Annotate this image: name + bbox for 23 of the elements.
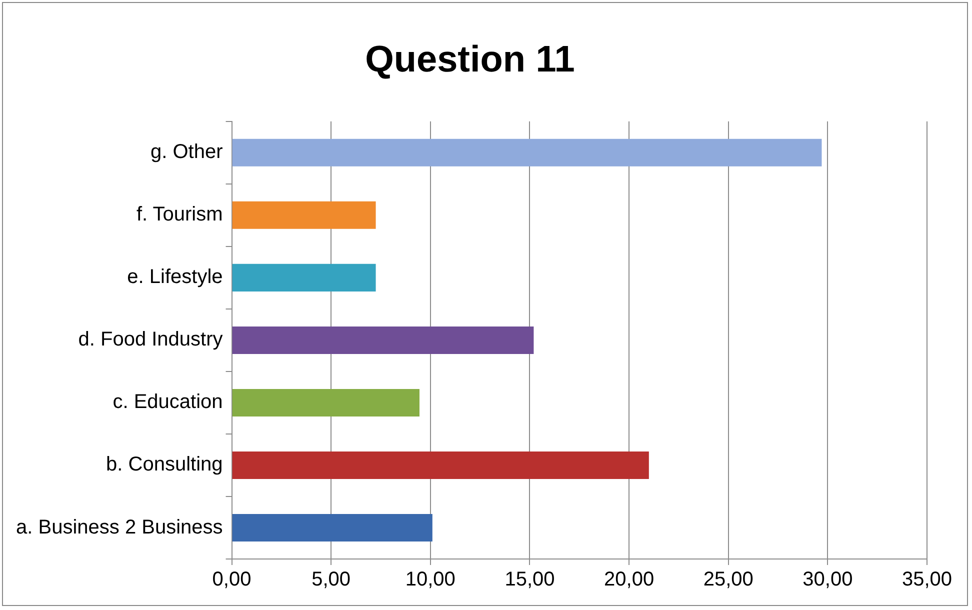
- bar: [232, 264, 376, 292]
- x-tick-label: 25,00: [703, 568, 754, 591]
- x-tick-label: 20,00: [604, 568, 654, 591]
- bar: [232, 514, 432, 542]
- x-tick-label: 15,00: [504, 568, 555, 591]
- y-tick-label: f. Tourism: [136, 204, 223, 226]
- chart-title: Question 11: [365, 38, 575, 80]
- y-tick-label: e. Lifestyle: [127, 266, 223, 288]
- x-tick-label: 5,00: [312, 568, 351, 591]
- x-tick-label: 35,00: [902, 568, 952, 591]
- bar: [232, 451, 649, 479]
- x-tick-label: 30,00: [802, 568, 853, 591]
- x-tick-label: 10,00: [405, 568, 456, 591]
- y-tick-label: g. Other: [150, 141, 224, 164]
- y-tick-label: d. Food Industry: [78, 328, 223, 351]
- y-tick-label: a. Business 2 Business: [16, 516, 223, 538]
- bar: [232, 138, 822, 166]
- y-tick-label: b. Consulting: [106, 454, 223, 476]
- bar: [232, 326, 534, 354]
- bar: [232, 201, 376, 229]
- y-tick-label: c. Education: [112, 391, 223, 414]
- bar: [232, 388, 420, 416]
- x-tick-label: 0,00: [212, 568, 252, 591]
